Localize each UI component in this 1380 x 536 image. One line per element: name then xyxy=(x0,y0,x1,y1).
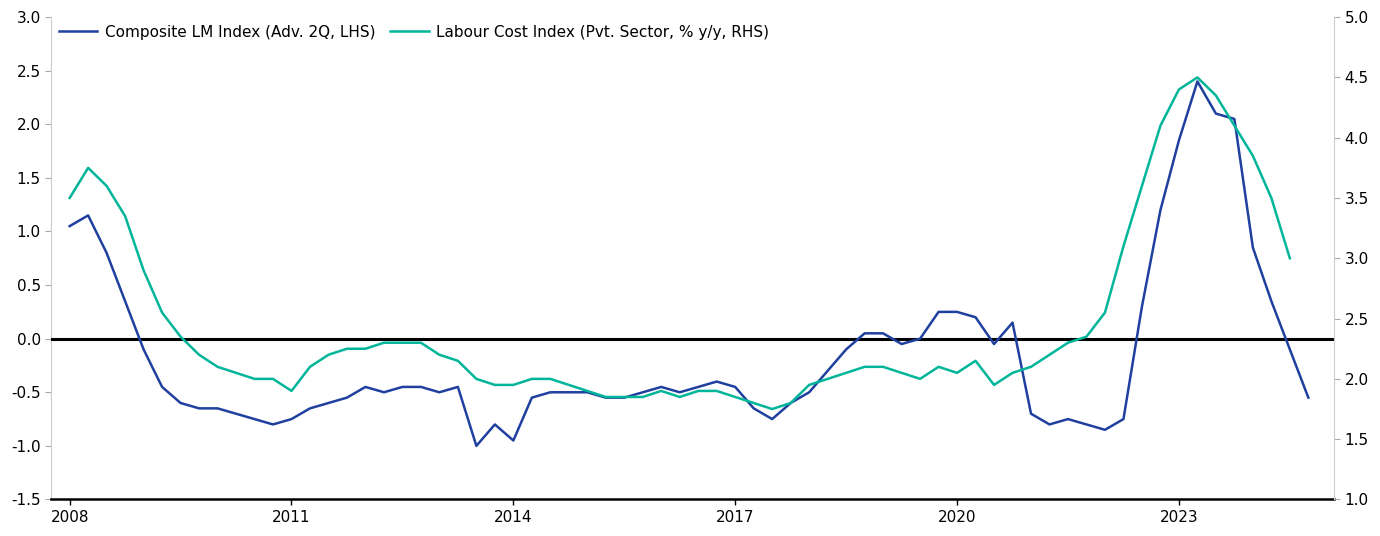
Labour Cost Index (Pvt. Sector, % y/y, RHS) xyxy=(210,363,226,370)
Composite LM Index (Adv. 2Q, LHS) xyxy=(1208,110,1224,117)
Line: Labour Cost Index (Pvt. Sector, % y/y, RHS): Labour Cost Index (Pvt. Sector, % y/y, R… xyxy=(69,77,1290,409)
Labour Cost Index (Pvt. Sector, % y/y, RHS) xyxy=(560,382,577,388)
Labour Cost Index (Pvt. Sector, % y/y, RHS) xyxy=(1282,255,1299,262)
Composite LM Index (Adv. 2Q, LHS) xyxy=(468,443,484,449)
Composite LM Index (Adv. 2Q, LHS) xyxy=(1170,137,1187,144)
Line: Composite LM Index (Adv. 2Q, LHS): Composite LM Index (Adv. 2Q, LHS) xyxy=(69,81,1308,446)
Composite LM Index (Adv. 2Q, LHS) xyxy=(912,336,929,342)
Legend: Composite LM Index (Adv. 2Q, LHS), Labour Cost Index (Pvt. Sector, % y/y, RHS): Composite LM Index (Adv. 2Q, LHS), Labou… xyxy=(59,25,769,40)
Composite LM Index (Adv. 2Q, LHS) xyxy=(61,223,77,229)
Composite LM Index (Adv. 2Q, LHS) xyxy=(967,314,984,321)
Composite LM Index (Adv. 2Q, LHS) xyxy=(1300,394,1317,401)
Labour Cost Index (Pvt. Sector, % y/y, RHS) xyxy=(765,406,781,412)
Labour Cost Index (Pvt. Sector, % y/y, RHS) xyxy=(1190,74,1206,80)
Composite LM Index (Adv. 2Q, LHS) xyxy=(1190,78,1206,85)
Labour Cost Index (Pvt. Sector, % y/y, RHS) xyxy=(153,309,170,316)
Labour Cost Index (Pvt. Sector, % y/y, RHS) xyxy=(1208,92,1224,99)
Labour Cost Index (Pvt. Sector, % y/y, RHS) xyxy=(1005,370,1021,376)
Composite LM Index (Adv. 2Q, LHS) xyxy=(1060,416,1076,422)
Labour Cost Index (Pvt. Sector, % y/y, RHS) xyxy=(61,195,77,201)
Labour Cost Index (Pvt. Sector, % y/y, RHS) xyxy=(615,394,632,400)
Composite LM Index (Adv. 2Q, LHS) xyxy=(1225,116,1242,122)
